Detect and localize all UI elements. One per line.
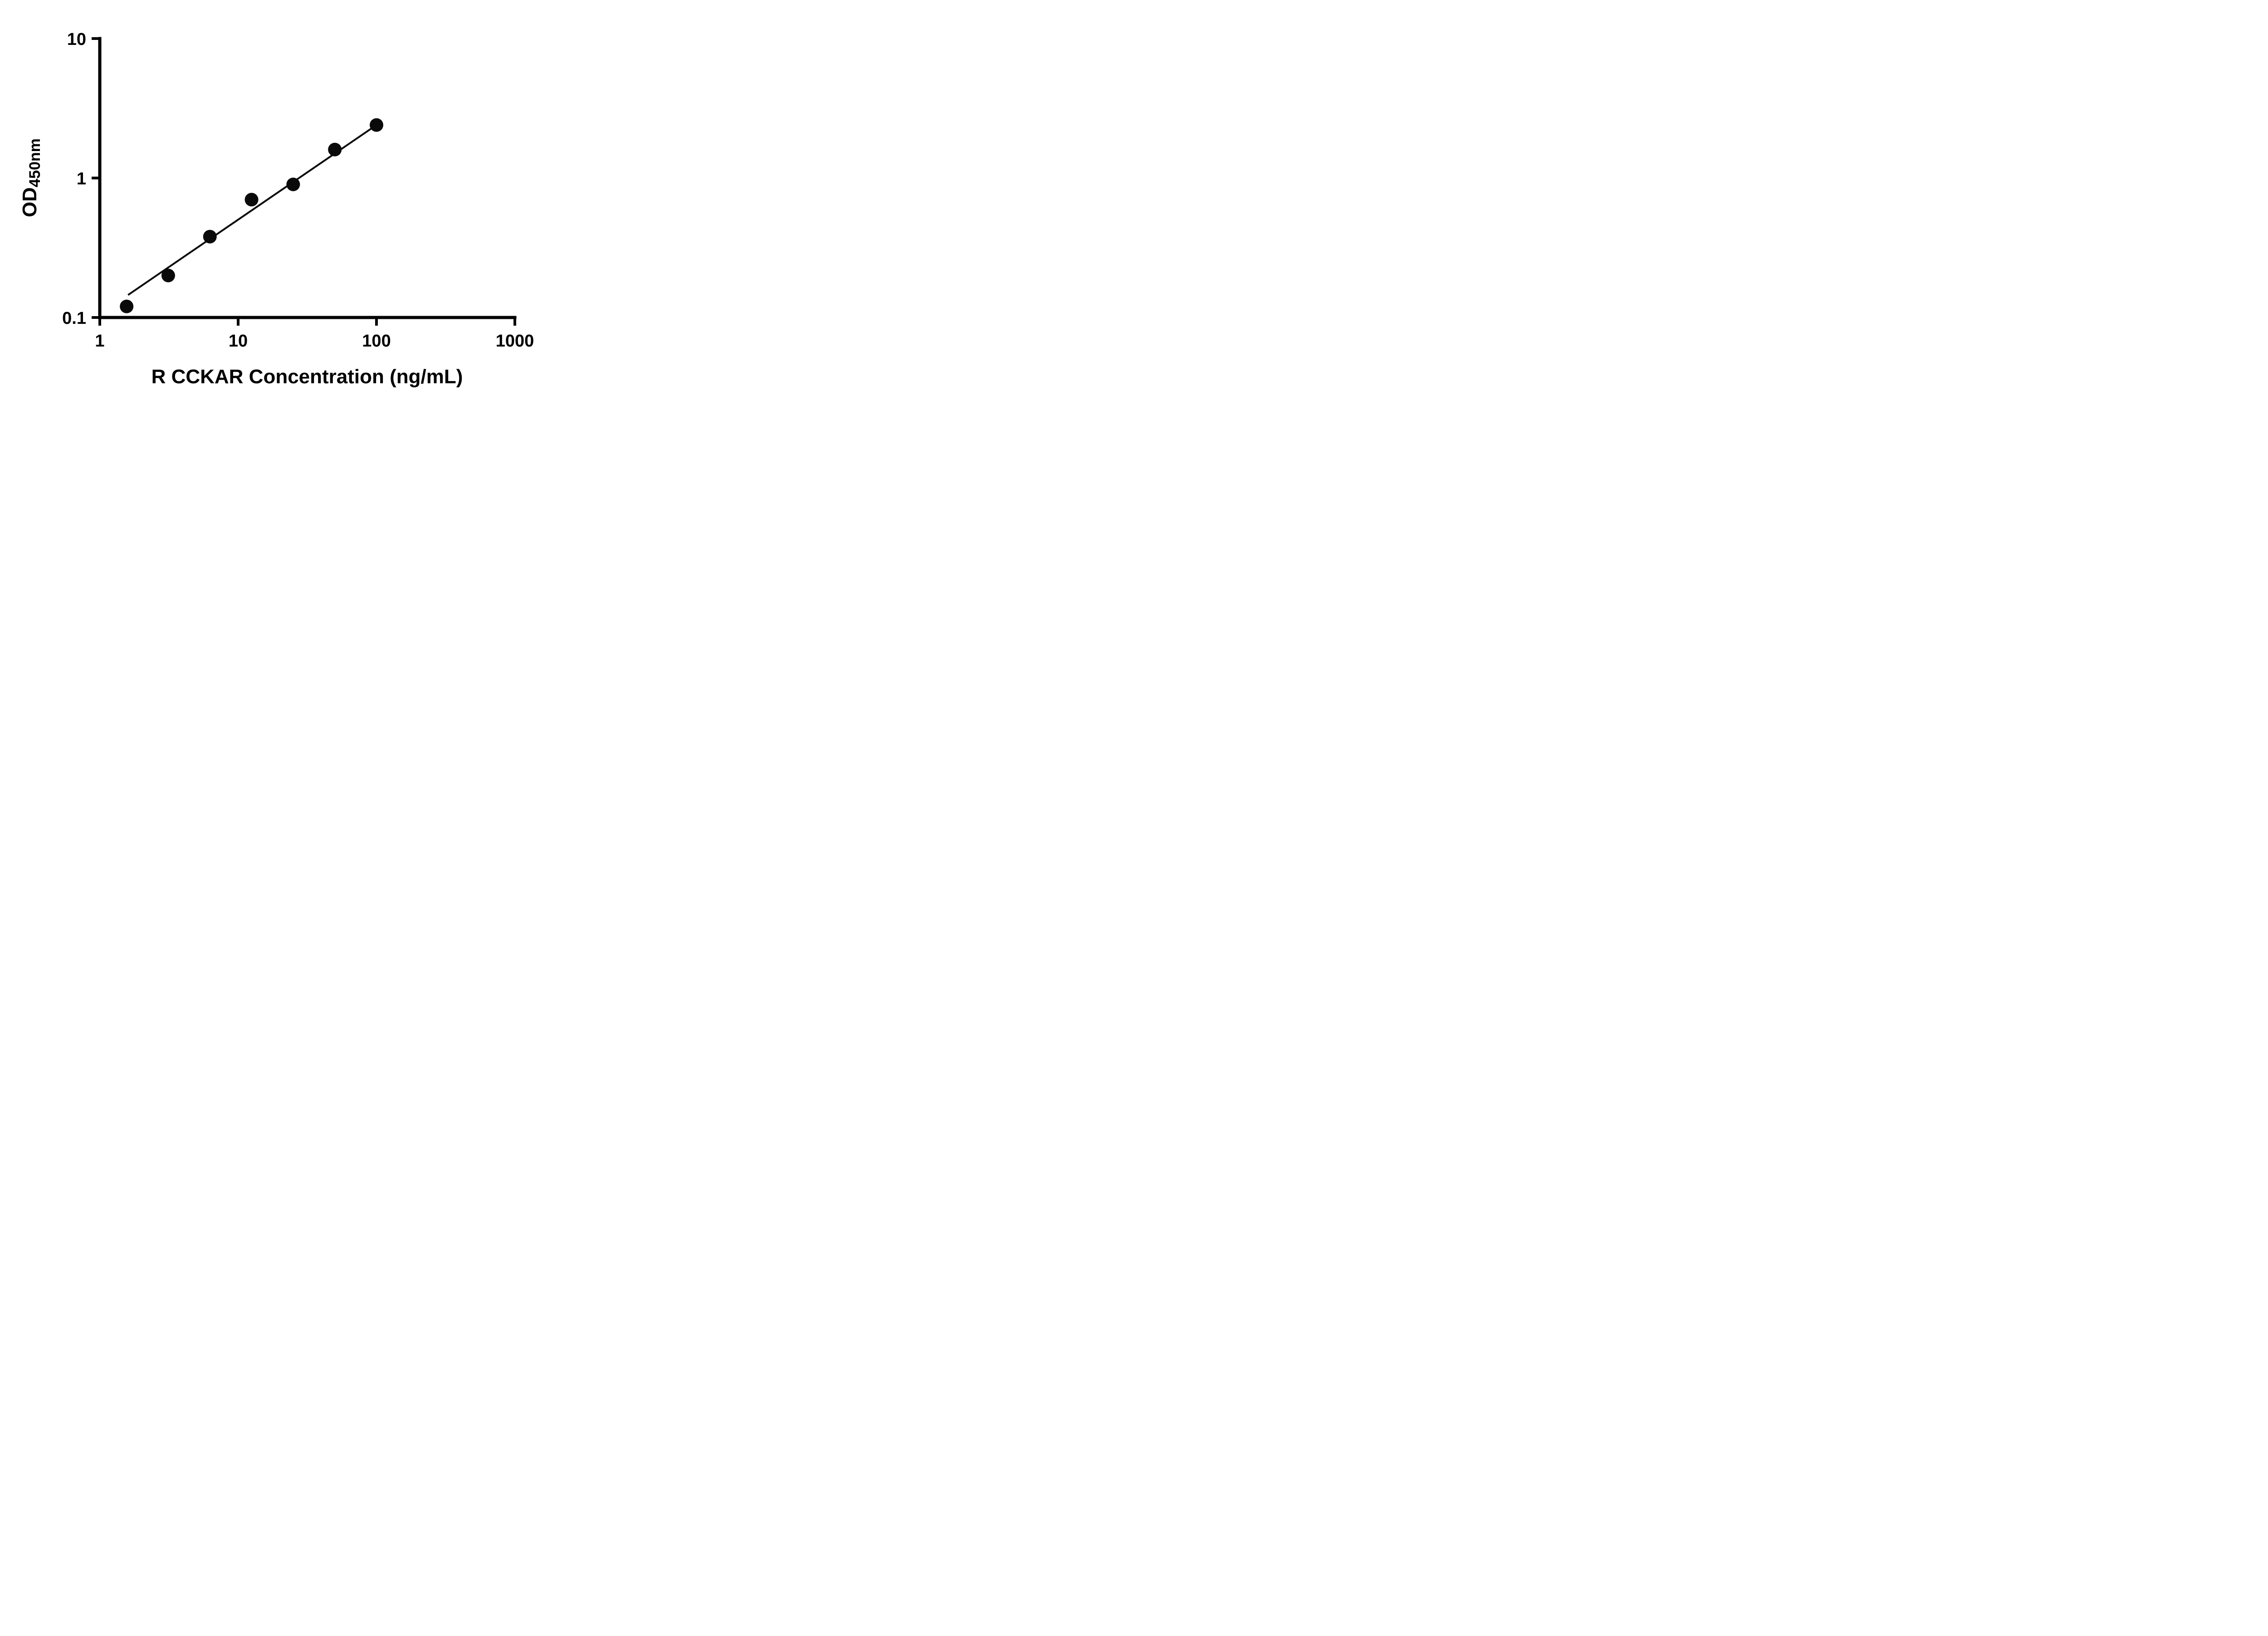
data-point (120, 299, 134, 313)
y-tick-label: 0.1 (62, 309, 86, 328)
data-point (161, 269, 175, 283)
series-layer (120, 118, 383, 313)
standard-curve-svg: 1 10 100 1000 0.1 1 10 R CCKAR Concentration (… (19, 30, 534, 388)
x-tick-label: 10 (229, 332, 248, 351)
x-tick-label: 100 (362, 332, 391, 351)
y-axis-title: OD450nm (19, 138, 44, 217)
data-point (203, 230, 217, 244)
y-tick-label: 1 (77, 170, 86, 189)
ticks-layer (92, 37, 516, 326)
tick-labels-layer: 1 10 100 1000 0.1 1 10 (62, 30, 534, 351)
y-axis-title-main: OD (19, 187, 41, 217)
y-axis-title-subscript: 450nm (26, 138, 44, 187)
data-point (328, 142, 342, 156)
data-point (286, 177, 300, 191)
elisa-standard-curve-figure: 1 10 100 1000 0.1 1 10 R CCKAR Concentration (… (0, 0, 569, 409)
data-point (370, 118, 383, 132)
data-point (244, 193, 259, 207)
y-tick-label: 10 (67, 30, 86, 49)
x-tick-label: 1000 (496, 332, 534, 351)
x-tick-label: 1 (95, 332, 104, 351)
x-axis-title: R CCKAR Concentration (ng/mL) (152, 366, 463, 388)
